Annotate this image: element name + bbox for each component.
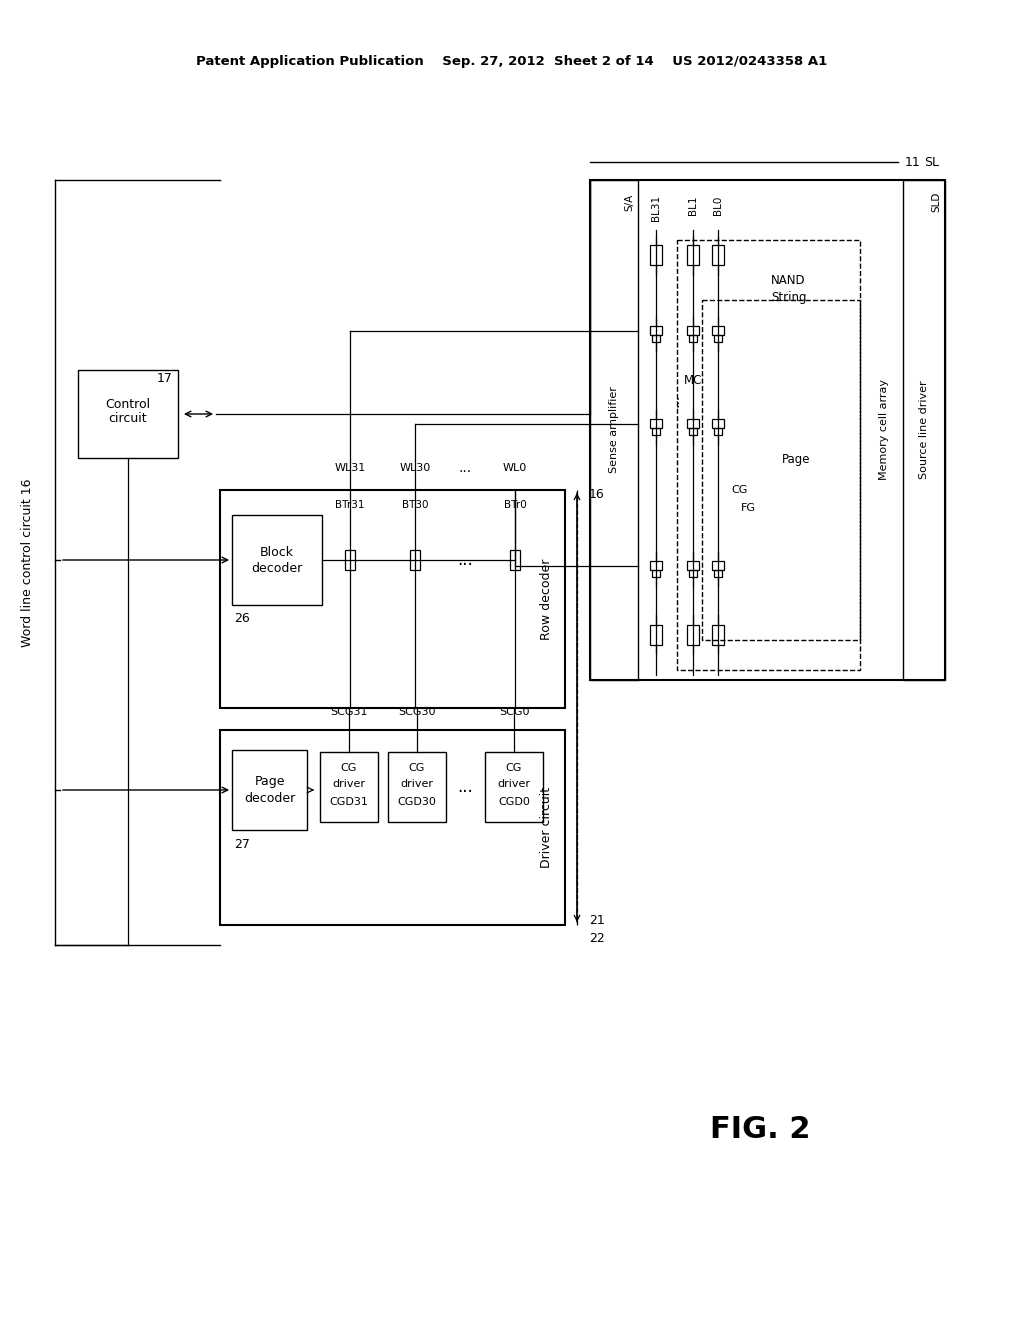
Bar <box>652 570 660 577</box>
Text: CGD30: CGD30 <box>397 797 436 807</box>
Text: driver: driver <box>333 779 366 789</box>
Text: FIG. 2: FIG. 2 <box>710 1115 810 1144</box>
Bar <box>689 570 697 577</box>
Text: CG: CG <box>732 484 749 495</box>
Text: WL30: WL30 <box>399 463 431 473</box>
Bar <box>689 335 697 342</box>
Text: 22: 22 <box>589 932 605 945</box>
Text: BTr0: BTr0 <box>504 500 526 510</box>
Bar <box>652 335 660 342</box>
Bar <box>650 246 662 265</box>
Bar <box>714 335 722 342</box>
Text: Word line control circuit 16: Word line control circuit 16 <box>22 478 35 647</box>
Text: Page: Page <box>254 776 285 788</box>
Bar <box>702 300 860 640</box>
Text: ...: ... <box>459 461 472 475</box>
Bar <box>687 561 699 570</box>
Text: NAND: NAND <box>771 273 806 286</box>
Text: WL31: WL31 <box>335 463 366 473</box>
Text: Patent Application Publication    Sep. 27, 2012  Sheet 2 of 14    US 2012/024335: Patent Application Publication Sep. 27, … <box>197 55 827 69</box>
Text: BL0: BL0 <box>713 195 723 215</box>
Text: Control: Control <box>105 397 151 411</box>
Text: decoder: decoder <box>244 792 295 804</box>
Text: driver: driver <box>498 779 530 789</box>
Text: driver: driver <box>400 779 433 789</box>
Text: 16: 16 <box>589 488 605 502</box>
Text: MC: MC <box>684 374 702 387</box>
Bar <box>714 570 722 577</box>
Bar <box>712 624 724 645</box>
Text: CG: CG <box>506 763 522 774</box>
Text: decoder: decoder <box>251 561 303 574</box>
Bar <box>903 180 945 680</box>
Text: 11: 11 <box>905 156 921 169</box>
Text: SL: SL <box>925 156 939 169</box>
Text: Page: Page <box>781 454 810 466</box>
Bar <box>687 418 699 428</box>
Bar <box>319 752 378 822</box>
Text: String: String <box>771 292 806 305</box>
Bar <box>78 370 178 458</box>
Bar <box>485 752 543 822</box>
Text: CGD0: CGD0 <box>498 797 530 807</box>
Bar <box>220 730 565 925</box>
Text: 17: 17 <box>157 371 173 384</box>
Text: Sense amplifier: Sense amplifier <box>609 387 618 474</box>
Bar <box>687 624 699 645</box>
Text: 21: 21 <box>589 913 605 927</box>
Bar <box>689 428 697 436</box>
Bar <box>712 246 724 265</box>
Text: Memory cell array: Memory cell array <box>879 380 889 480</box>
Bar <box>232 750 307 830</box>
Text: 26: 26 <box>234 612 250 626</box>
Text: ...: ... <box>458 777 473 796</box>
Text: 27: 27 <box>234 837 250 850</box>
Bar <box>687 246 699 265</box>
Text: S/A: S/A <box>624 193 634 211</box>
Bar <box>232 515 322 605</box>
Bar <box>410 550 420 570</box>
Bar <box>650 561 662 570</box>
Text: ...: ... <box>457 550 473 569</box>
Text: SCG0: SCG0 <box>499 708 529 717</box>
Bar <box>590 180 638 680</box>
Bar <box>510 550 520 570</box>
Text: SCG31: SCG31 <box>331 708 368 717</box>
Text: BL31: BL31 <box>651 195 662 220</box>
Text: CGD31: CGD31 <box>330 797 369 807</box>
Bar <box>652 428 660 436</box>
Text: ...: ... <box>667 393 681 407</box>
Bar <box>714 428 722 436</box>
Bar <box>650 326 662 335</box>
Bar <box>677 240 860 671</box>
Bar <box>590 180 945 680</box>
Text: Row decoder: Row decoder <box>541 558 554 640</box>
Text: circuit: circuit <box>109 412 147 425</box>
Text: BTr31: BTr31 <box>335 500 365 510</box>
Text: FG: FG <box>740 503 756 513</box>
Text: SCG30: SCG30 <box>398 708 436 717</box>
Bar <box>220 490 565 708</box>
Text: BL1: BL1 <box>688 195 698 215</box>
Text: Driver circuit: Driver circuit <box>541 787 554 869</box>
Bar <box>388 752 446 822</box>
Bar <box>712 418 724 428</box>
Bar <box>712 561 724 570</box>
Bar <box>650 624 662 645</box>
Text: CG: CG <box>409 763 425 774</box>
Bar <box>650 418 662 428</box>
Text: WL0: WL0 <box>503 463 527 473</box>
Text: SLD: SLD <box>931 191 941 213</box>
Text: CG: CG <box>341 763 357 774</box>
Bar <box>687 326 699 335</box>
Text: Source line driver: Source line driver <box>919 380 929 479</box>
Text: Block: Block <box>260 545 294 558</box>
Bar <box>345 550 355 570</box>
Bar <box>712 326 724 335</box>
Text: BT30: BT30 <box>401 500 428 510</box>
